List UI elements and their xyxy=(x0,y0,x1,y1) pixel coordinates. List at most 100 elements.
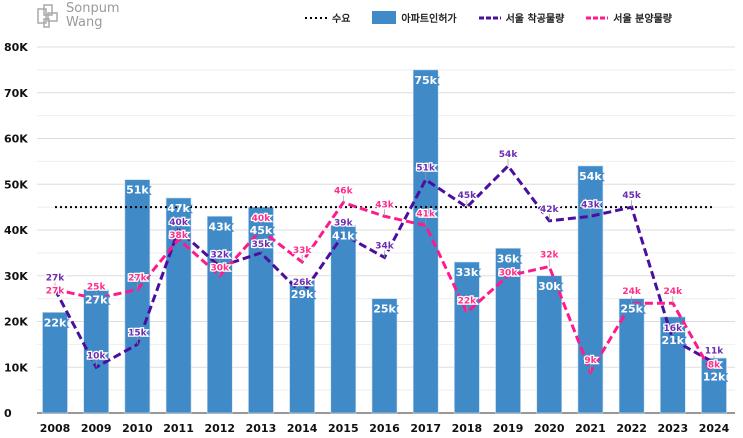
sales-data-label: 32k xyxy=(540,251,560,261)
bar-data-label: 29k xyxy=(291,288,314,301)
starts-data-label: 40k xyxy=(169,218,189,228)
y-tick-label: 20K xyxy=(4,316,28,329)
legend-label: 서울 분양물량 xyxy=(613,14,672,25)
bar-data-label: 41k xyxy=(332,229,355,242)
x-tick-label: 2013 xyxy=(246,422,277,435)
x-tick-label: 2011 xyxy=(163,422,194,435)
bar xyxy=(454,261,480,414)
x-tick-label: 2015 xyxy=(328,422,359,435)
x-tick-label: 2012 xyxy=(204,422,235,435)
bar-data-label: 45k xyxy=(250,224,273,237)
x-tick-label: 2016 xyxy=(369,422,400,435)
legend-starts: 서울 착공물량 xyxy=(478,10,565,25)
bar-data-label: 36k xyxy=(497,252,520,265)
starts-data-label: 43k xyxy=(581,200,601,210)
sales-data-label: 25k xyxy=(87,283,107,293)
sales-data-label: 46k xyxy=(334,187,354,197)
bar xyxy=(124,179,151,414)
x-tick-label: 2019 xyxy=(493,422,524,435)
sales-data-label: 22k xyxy=(458,296,478,306)
sales-data-label: 40k xyxy=(252,214,272,224)
legend-label: 수요 xyxy=(332,14,351,25)
starts-data-label: 51k xyxy=(416,164,436,174)
starts-data-label: 42k xyxy=(540,205,560,215)
legend-demand: 수요 xyxy=(305,10,350,25)
y-tick-label: 10K xyxy=(4,361,28,374)
bar xyxy=(83,289,109,414)
sales-data-label: 27k xyxy=(128,273,148,283)
bar-data-label: 75k xyxy=(414,74,437,87)
starts-data-label: 10k xyxy=(87,351,107,361)
y-tick-label: 0 xyxy=(4,407,12,420)
starts-data-label: 27k xyxy=(46,273,66,283)
y-tick-label: 80K xyxy=(4,41,28,54)
sales-data-label: 43k xyxy=(375,200,395,210)
starts-data-label: 45k xyxy=(458,191,478,201)
sales-data-label: 27k xyxy=(46,286,66,296)
bar-data-label: 43k xyxy=(208,220,231,233)
bar-data-label: 54k xyxy=(579,170,602,183)
bar-data-label: 51k xyxy=(126,184,149,197)
legend-sales: 서울 분양물량 xyxy=(586,10,672,25)
logo: Sonpum Wang xyxy=(36,2,120,30)
starts-data-label: 45k xyxy=(622,191,642,201)
bar-data-label: 21k xyxy=(662,334,685,347)
legend-permits: 아파트인허가 xyxy=(372,10,457,25)
x-tick-label: 2008 xyxy=(40,422,71,435)
sales-data-label: 9k xyxy=(584,356,597,366)
y-tick-label: 50K xyxy=(4,178,28,191)
logo-text-2: Wang xyxy=(66,15,103,30)
starts-data-label: 54k xyxy=(499,150,519,160)
sales-data-label: 30k xyxy=(499,268,519,278)
bar-data-label: 27k xyxy=(85,293,108,306)
starts-data-label: 11k xyxy=(705,347,725,357)
x-tick-label: 2018 xyxy=(452,422,483,435)
sales-data-label: 24k xyxy=(622,287,642,297)
starts-data-label: 32k xyxy=(210,251,230,261)
sales-data-label: 33k xyxy=(293,246,313,256)
legend-label: 서울 착공물량 xyxy=(505,14,565,25)
bar-data-label: 25k xyxy=(620,303,643,316)
legend-label: 아파트인허가 xyxy=(401,14,457,25)
bar-data-label: 33k xyxy=(456,266,479,279)
x-tick-label: 2022 xyxy=(616,422,647,435)
x-tick-label: 2014 xyxy=(287,422,318,435)
sales-data-label: 30k xyxy=(210,264,230,274)
bar xyxy=(289,280,315,414)
bar-data-label: 30k xyxy=(538,280,561,293)
starts-data-label: 35k xyxy=(252,240,272,250)
bar-data-label: 25k xyxy=(373,303,396,316)
x-tick-label: 2009 xyxy=(81,422,112,435)
x-tick-label: 2024 xyxy=(699,422,730,435)
y-tick-label: 30K xyxy=(4,270,28,283)
logo-text-1: Sonpum xyxy=(66,1,120,16)
sales-data-label: 41k xyxy=(416,209,436,219)
sales-data-label: 24k xyxy=(664,287,684,297)
bar xyxy=(206,215,233,414)
bar xyxy=(701,357,727,414)
x-tick-label: 2023 xyxy=(658,422,689,435)
legend: 수요 아파트인허가 서울 착공물량 서울 분양물량 xyxy=(305,10,672,25)
x-tick-label: 2021 xyxy=(575,422,606,435)
bar-data-label: 47k xyxy=(167,202,190,215)
x-tick-label: 2017 xyxy=(410,422,441,435)
x-tick-label: 2010 xyxy=(122,422,153,435)
bar-data-label: 12k xyxy=(703,370,726,383)
bar xyxy=(371,298,398,414)
x-tick-label: 2020 xyxy=(534,422,565,435)
y-tick-label: 60K xyxy=(4,133,28,146)
bar xyxy=(536,275,563,414)
bar-data-label: 22k xyxy=(44,316,67,329)
starts-data-label: 15k xyxy=(128,328,148,338)
sales-data-label: 8k xyxy=(708,360,721,370)
starts-data-label: 26k xyxy=(293,278,313,288)
y-tick-label: 40K xyxy=(4,224,28,237)
bar xyxy=(330,225,357,414)
starts-data-label: 34k xyxy=(375,241,395,251)
bar xyxy=(42,312,68,414)
logo-icon xyxy=(37,4,58,28)
y-tick-label: 70K xyxy=(4,87,28,100)
starts-data-label: 16k xyxy=(664,324,684,334)
